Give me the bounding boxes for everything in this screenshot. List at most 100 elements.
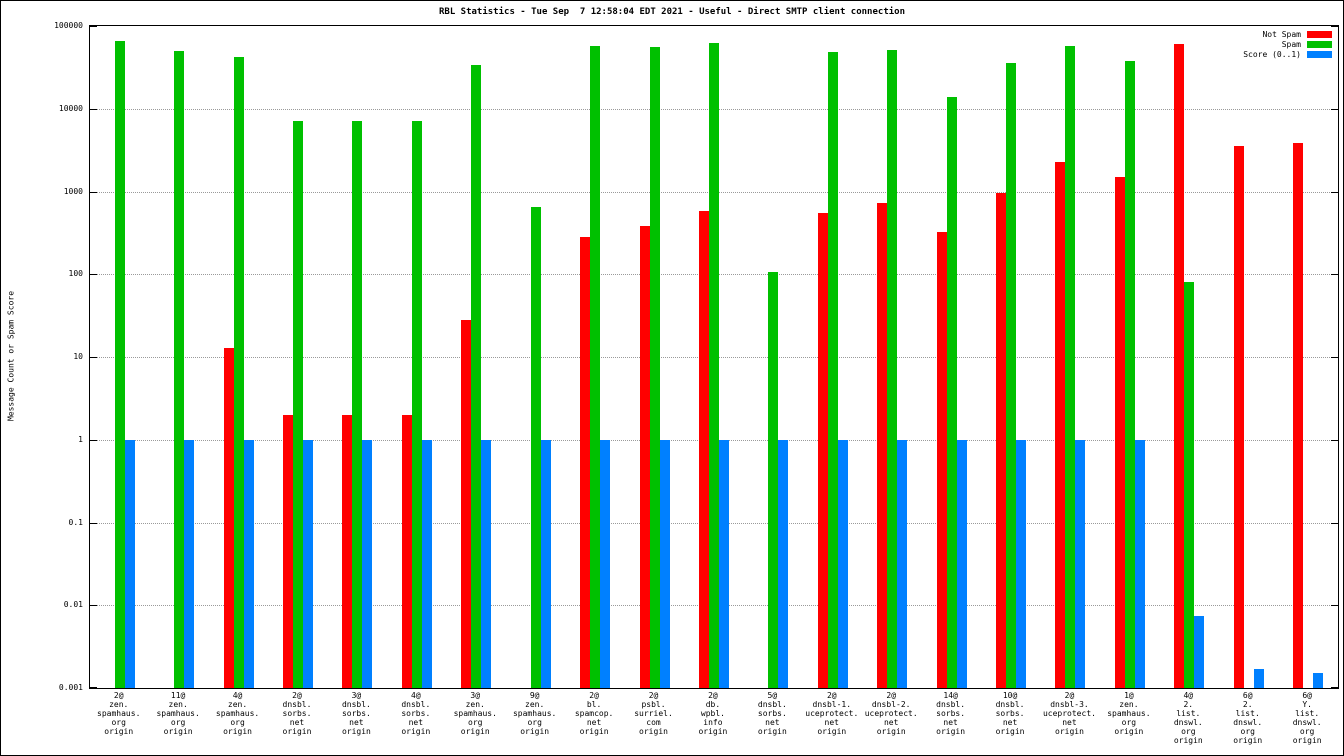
bar-score-0-1 (540, 440, 551, 688)
x-category-label: 2@ dnsbl. sorbs. net origin (282, 691, 312, 736)
bar-score-0-1 (1016, 440, 1027, 688)
bar-group (684, 26, 743, 688)
bar-group (981, 26, 1040, 688)
bar-score-0-1 (421, 440, 432, 688)
x-category-label: 2@ psbl. surriel. com origin (634, 691, 673, 736)
bar-groups (90, 26, 1338, 688)
y-tick-label: 0.01 (63, 600, 83, 609)
bar-score-0-1 (481, 440, 492, 688)
y-tick-label: 0.001 (58, 683, 83, 692)
x-category-label: 3@ zen. spamhaus. org origin (453, 691, 497, 736)
bar-score-0-1 (184, 440, 195, 688)
bar-spam (946, 97, 957, 688)
bar-score-0-1 (1134, 440, 1145, 688)
axis-tick (1331, 357, 1338, 358)
bar-score-0-1 (1313, 673, 1324, 688)
x-category-label: 6@ 2. list. dnswl. org origin (1233, 691, 1263, 745)
bar-group (1160, 26, 1219, 688)
bar-group (625, 26, 684, 688)
legend-swatch (1307, 31, 1332, 38)
axis-tick (90, 605, 97, 606)
bar-score-0-1 (124, 440, 135, 688)
bar-not-spam (1233, 146, 1244, 688)
legend-label: Spam (1281, 40, 1301, 49)
bar-not-spam (461, 320, 472, 688)
bar-not-spam (401, 415, 412, 688)
bar-score-0-1 (1194, 616, 1205, 688)
bar-group (328, 26, 387, 688)
bar-group (862, 26, 921, 688)
legend-swatch (1307, 51, 1332, 58)
axis-tick (1331, 192, 1338, 193)
bar-spam (292, 121, 303, 688)
axis-tick (90, 687, 97, 688)
bar-spam (827, 52, 838, 688)
axis-tick (90, 357, 97, 358)
bar-group (744, 26, 803, 688)
axis-tick (90, 274, 97, 275)
x-category-label: 4@ zen. spamhaus. org origin (215, 691, 260, 736)
axis-tick (90, 109, 97, 110)
plot-area: Not Spam Spam Score (0..1) (89, 25, 1339, 689)
axis-tick (90, 523, 97, 524)
bar-spam (1124, 61, 1135, 688)
x-category-label: 10@ dnsbl. sorbs. net origin (995, 691, 1025, 736)
bar-group (447, 26, 506, 688)
axis-tick (90, 440, 97, 441)
x-category-label: 2@ zen. spamhaus. org origin (97, 691, 141, 736)
y-tick-label: 100000 (54, 21, 83, 30)
bar-not-spam (817, 213, 828, 688)
bar-score-0-1 (600, 440, 611, 688)
x-category-label: 3@ dnsbl. sorbs. net origin (341, 691, 371, 736)
bar-score-0-1 (362, 440, 373, 688)
axis-tick (1331, 440, 1338, 441)
axis-tick (1331, 26, 1338, 27)
bar-group (1278, 26, 1337, 688)
bar-spam (768, 272, 779, 688)
y-tick-label: 0.1 (68, 518, 83, 527)
bar-not-spam (1114, 177, 1125, 688)
axis-tick (90, 26, 97, 27)
bar-score-0-1 (897, 440, 908, 688)
bar-score-0-1 (778, 440, 789, 688)
bar-not-spam (282, 415, 293, 688)
bar-spam (1006, 63, 1017, 688)
x-category-label: 2@ dnsbl-1. uceprotect. net origin (805, 691, 859, 736)
bar-score-0-1 (1075, 440, 1086, 688)
bar-spam (233, 57, 244, 688)
bar-group (803, 26, 862, 688)
x-category-label: 11@ zen. spamhaus. org origin (156, 691, 200, 736)
x-category-label: 2@ dnsbl-3. uceprotect. net origin (1042, 691, 1096, 736)
y-tick-label: 10000 (58, 104, 83, 113)
bar-group (506, 26, 565, 688)
bar-group (387, 26, 446, 688)
bar-group (1100, 26, 1159, 688)
axis-tick (1331, 523, 1338, 524)
bar-spam (411, 121, 422, 688)
x-category-label: 2@ bl. spamcop. net origin (574, 691, 614, 736)
bar-not-spam (698, 211, 709, 688)
bar-not-spam (877, 203, 888, 688)
bar-group (922, 26, 981, 688)
x-category-label: 14@ dnsbl. sorbs. net origin (936, 691, 966, 736)
bar-score-0-1 (956, 440, 967, 688)
x-category-label: 9@ zen. spamhaus. org origin (512, 691, 557, 736)
bar-spam (708, 43, 719, 688)
bar-group (565, 26, 624, 688)
bar-spam (887, 50, 898, 688)
bar-spam (530, 207, 541, 688)
x-category-label: 4@ 2. list. dnswl. org origin (1173, 691, 1203, 745)
x-category-label: 2@ dnsbl-2. uceprotect. net origin (864, 691, 918, 736)
bar-score-0-1 (837, 440, 848, 688)
bar-not-spam (639, 226, 650, 688)
bar-group (268, 26, 327, 688)
bar-not-spam (580, 237, 591, 688)
y-tick-label: 10 (73, 352, 83, 361)
x-category-label: 6@ Y. list. dnswl. org origin (1292, 691, 1322, 745)
bar-not-spam (936, 232, 947, 688)
y-tick-label: 1000 (63, 187, 83, 196)
bar-not-spam (996, 193, 1007, 688)
axis-tick (1331, 109, 1338, 110)
bar-score-0-1 (718, 440, 729, 688)
